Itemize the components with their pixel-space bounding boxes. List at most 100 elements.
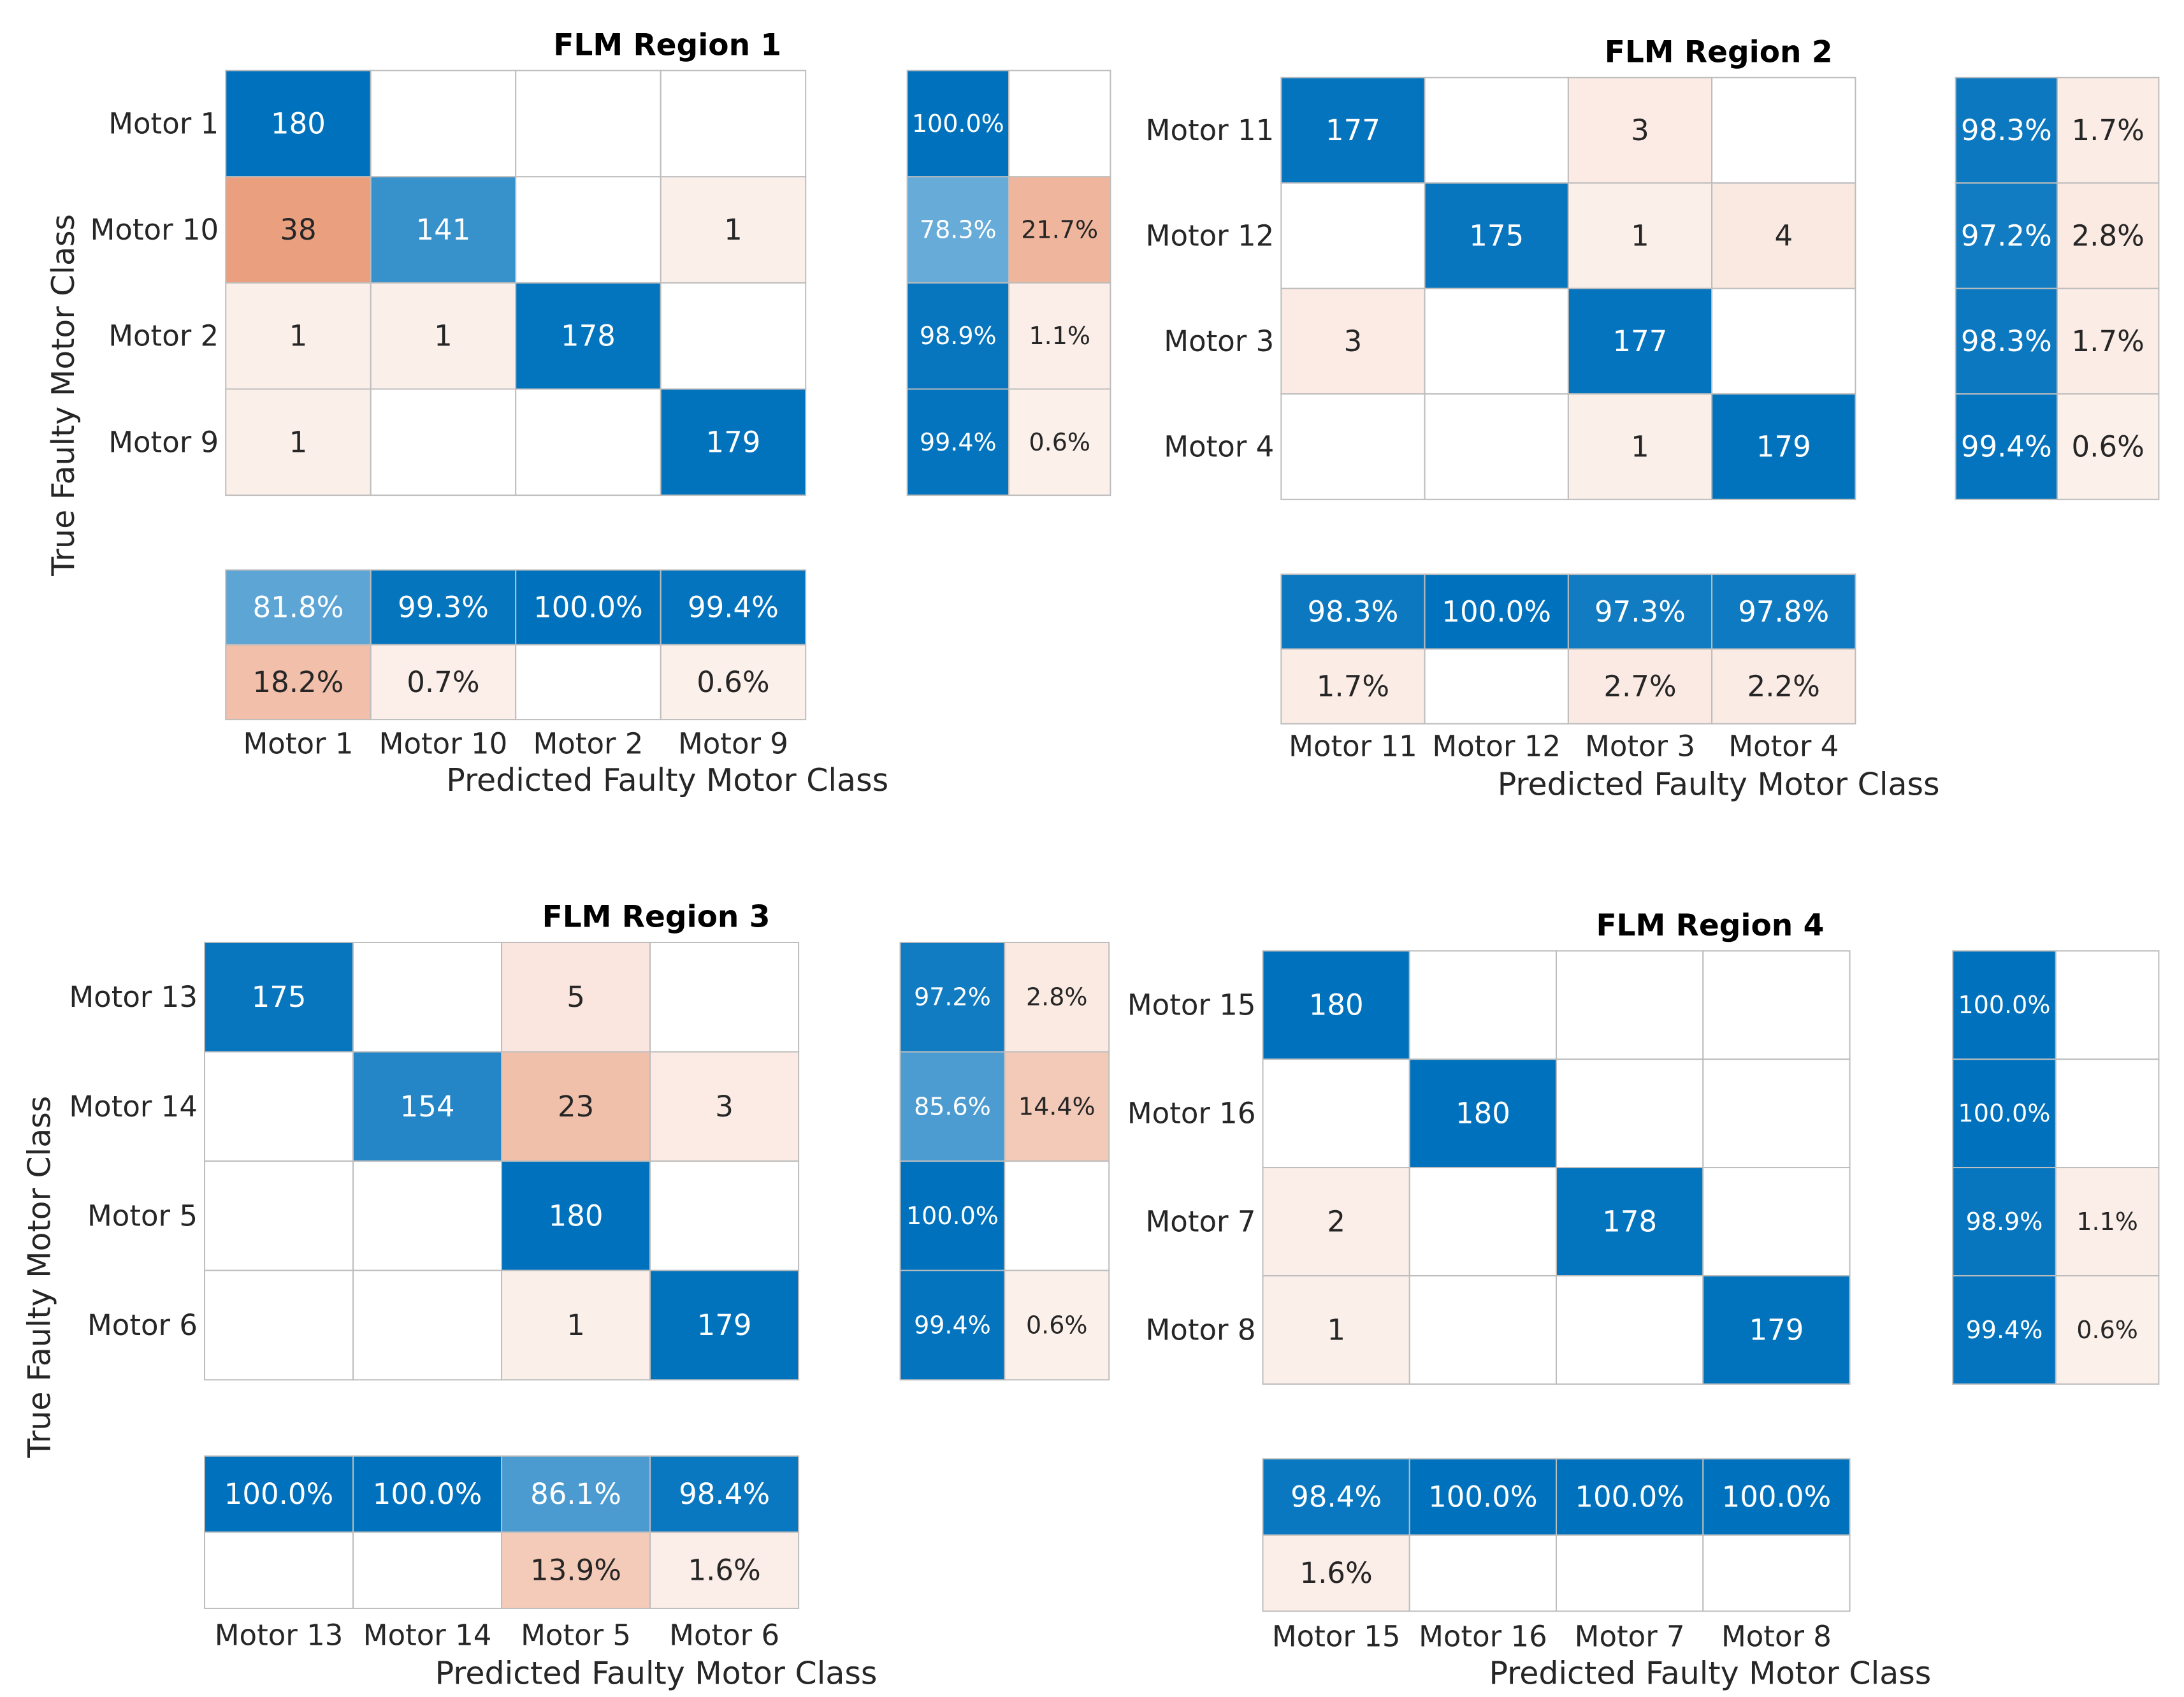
column-summary-value: 100.0%	[224, 1477, 334, 1511]
column-summary-value: 99.4%	[688, 591, 779, 625]
matrix-cell	[352, 1051, 503, 1162]
cell-count: 178	[561, 319, 616, 353]
x-axis-label: Predicted Faulty Motor Class	[446, 762, 888, 798]
row-summary-value: 1.7%	[2072, 324, 2144, 358]
matrix-cell	[1567, 76, 1713, 184]
row-label: Motor 2	[108, 319, 219, 353]
row-summary-cell	[1955, 182, 2058, 289]
row-summary-value: 1.7%	[2072, 113, 2144, 147]
row-label: Motor 4	[1164, 430, 1274, 464]
column-summary-cell	[501, 1531, 651, 1609]
row-summary-value: 1.1%	[1029, 322, 1090, 350]
cell-count: 178	[1602, 1205, 1657, 1239]
matrix-cell	[1262, 950, 1410, 1060]
column-summary-value: 2.2%	[1747, 670, 1820, 704]
matrix-cell	[1424, 393, 1569, 500]
matrix-cell	[204, 1160, 354, 1271]
column-summary-value: 86.1%	[530, 1477, 621, 1511]
column-summary-cell	[660, 569, 807, 646]
matrix-cell	[515, 69, 662, 178]
cell-count: 180	[1309, 988, 1364, 1022]
column-summary-cell	[1262, 1534, 1410, 1612]
row-summary-value: 78.3%	[920, 216, 997, 244]
cell-count: 1	[724, 213, 742, 247]
matrix-cell	[370, 388, 517, 496]
matrix-cell	[1556, 1275, 1704, 1385]
row-summary-value: 98.9%	[920, 322, 997, 350]
cell-count: 1	[1631, 219, 1649, 253]
cell-count: 175	[1469, 219, 1524, 253]
matrix-cell	[649, 941, 800, 1053]
row-summary-cell	[1004, 1269, 1110, 1381]
column-summary-cell	[1408, 1534, 1558, 1612]
panel-title: FLM Region 1	[553, 27, 781, 62]
matrix-cell	[1711, 76, 1856, 184]
column-summary-value: 81.8%	[252, 591, 344, 625]
column-tick-label: Motor 3	[1585, 730, 1695, 763]
row-label: Motor 11	[1146, 113, 1275, 147]
row-summary-value: 98.3%	[1961, 113, 2052, 147]
column-tick-label: Motor 7	[1575, 1620, 1685, 1654]
column-tick-label: Motor 14	[363, 1619, 492, 1652]
matrix-cell	[501, 1269, 651, 1381]
matrix-cell	[1408, 1058, 1558, 1169]
column-summary-value: 100.0%	[1442, 595, 1551, 628]
column-summary-value: 97.8%	[1738, 595, 1829, 628]
column-tick-label: Motor 12	[1432, 730, 1561, 763]
cell-count: 3	[715, 1090, 734, 1123]
matrix-cell	[1711, 287, 1856, 395]
column-tick-label: Motor 15	[1272, 1620, 1401, 1654]
cell-count: 179	[1756, 430, 1811, 464]
matrix-cell	[352, 1269, 503, 1381]
matrix-cell	[225, 282, 372, 390]
column-summary-cell	[1408, 1458, 1558, 1536]
column-summary-cell	[515, 569, 662, 646]
column-summary-cell	[352, 1531, 503, 1609]
matrix-cell	[1280, 393, 1426, 500]
row-label: Motor 13	[69, 980, 198, 1014]
row-label: Motor 12	[1146, 219, 1275, 253]
row-summary-value: 99.4%	[920, 428, 997, 456]
row-summary-value: 98.9%	[1966, 1208, 2043, 1236]
matrix-cell	[370, 282, 517, 390]
row-summary-cell	[906, 282, 1010, 390]
column-summary-value: 100.0%	[1428, 1480, 1538, 1514]
column-tick-label: Motor 13	[215, 1619, 344, 1652]
column-summary-cell	[1262, 1458, 1410, 1536]
column-summary-cell	[1556, 1458, 1704, 1536]
column-summary-cell	[1711, 574, 1856, 650]
column-summary-value: 100.0%	[1575, 1480, 1684, 1514]
panel-title: FLM Region 4	[1596, 908, 1824, 943]
column-tick-label: Motor 4	[1728, 730, 1839, 763]
row-summary-value: 99.4%	[1966, 1316, 2043, 1344]
column-summary-cell	[1711, 648, 1856, 725]
cell-count: 180	[271, 107, 326, 141]
row-summary-cell	[2057, 182, 2160, 289]
row-label: Motor 6	[87, 1308, 198, 1342]
row-summary-value: 98.3%	[1961, 324, 2052, 358]
panel-title: FLM Region 3	[542, 900, 770, 935]
matrix-cell	[660, 388, 807, 496]
matrix-cell	[225, 69, 372, 178]
cell-count: 1	[434, 319, 452, 353]
column-summary-cell	[1702, 1458, 1851, 1536]
matrix-cell	[1262, 1275, 1410, 1385]
column-summary-value: 98.4%	[1291, 1480, 1382, 1514]
column-tick-label: Motor 10	[379, 726, 508, 760]
matrix-cell	[1408, 1275, 1558, 1385]
row-label: Motor 3	[1164, 324, 1274, 358]
column-summary-cell	[1424, 574, 1569, 650]
row-summary-value: 0.6%	[2076, 1316, 2138, 1344]
matrix-cell	[1702, 1275, 1851, 1385]
cell-count: 3	[1344, 324, 1363, 358]
cell-count: 1	[567, 1308, 585, 1342]
cell-count: 1	[289, 319, 308, 353]
matrix-cell	[501, 1051, 651, 1162]
row-summary-cell	[1008, 282, 1111, 390]
matrix-cell	[1567, 393, 1713, 500]
row-label: Motor 16	[1127, 1097, 1256, 1130]
row-summary-cell	[1004, 1051, 1110, 1162]
cell-count: 4	[1774, 219, 1793, 253]
column-summary-cell	[204, 1531, 354, 1609]
